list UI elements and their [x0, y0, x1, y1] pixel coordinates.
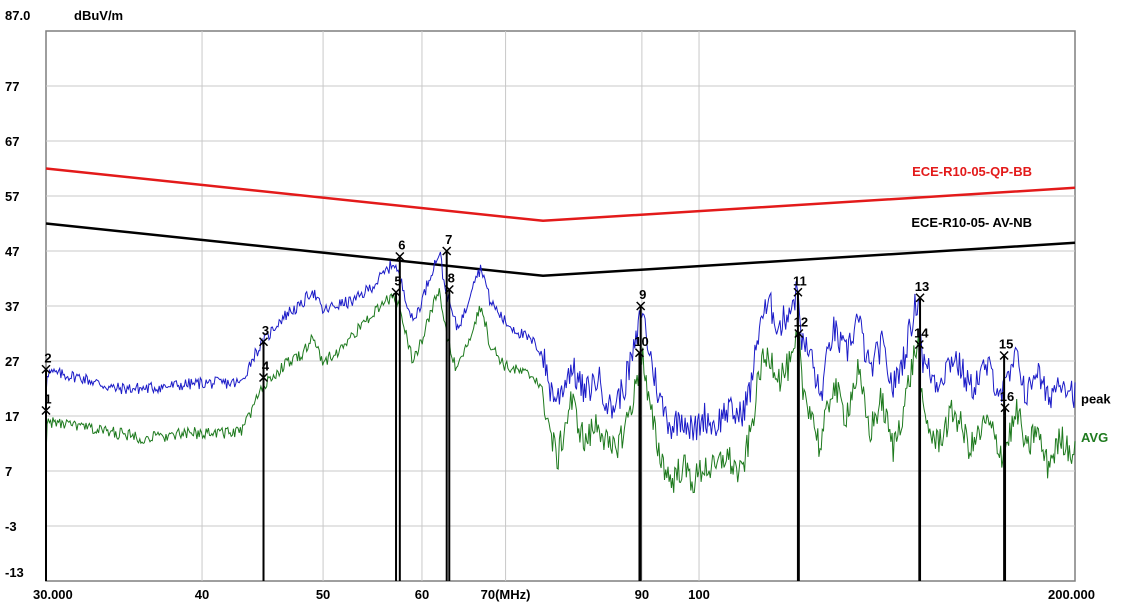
limit-line [45, 167, 1076, 223]
limit-line [45, 222, 1076, 278]
y-top-label: 87.0 [5, 8, 30, 23]
marker-x [915, 293, 925, 303]
y-tick-label: 77 [5, 79, 19, 94]
marker-label: 6 [398, 238, 405, 253]
y-axis-unit: dBuV/m [74, 8, 123, 23]
marker-x [41, 364, 51, 374]
marker-label: 9 [639, 287, 646, 302]
x-tick-label: 40 [195, 587, 209, 602]
marker-label: 7 [445, 232, 452, 247]
marker-x [794, 328, 804, 339]
marker-label: 2 [44, 350, 51, 365]
x-tick-label: 50 [316, 587, 330, 602]
y-tick-label: 47 [5, 244, 19, 259]
marker-label: 16 [1000, 389, 1014, 404]
y-tick-label: 27 [5, 354, 19, 369]
marker-label: 14 [914, 326, 929, 341]
marker-x [793, 287, 803, 297]
marker-label: 5 [394, 273, 401, 288]
marker-x [999, 350, 1009, 361]
limit-label: ECE-R10-05- AV-NB [911, 215, 1032, 230]
y-tick-label: 17 [5, 409, 19, 424]
marker-x [914, 339, 924, 350]
marker-x [634, 348, 645, 358]
marker-label: 15 [999, 337, 1013, 352]
marker-x [395, 251, 405, 262]
limit-label: ECE-R10-05-QP-BB [912, 164, 1032, 179]
marker-label: 3 [262, 323, 269, 338]
marker-label: 4 [262, 359, 270, 374]
y-tick-label: 67 [5, 134, 19, 149]
y-tick-label: 37 [5, 299, 19, 314]
marker-label: 11 [793, 273, 807, 288]
x-tick-label: 90 [635, 587, 649, 602]
x-tick-label: 200.000 [1048, 587, 1095, 602]
measurement-traces: peak AVG [45, 251, 1111, 494]
marker-x [1000, 403, 1010, 413]
trace-label: AVG [1081, 430, 1108, 445]
marker-x [636, 301, 646, 311]
y-tick-label: -13 [5, 565, 24, 580]
marker-label: 1 [44, 392, 51, 407]
x-tick-label: 100 [688, 587, 710, 602]
trace-avg [45, 288, 1076, 494]
limit-lines: ECE-R10-05-QP-BB ECE-R10-05- AV-NB [45, 164, 1076, 278]
x-tick-label: 30.000 [33, 587, 73, 602]
y-tick-label: -3 [5, 519, 17, 534]
marker-x [391, 287, 401, 297]
trace-peak [45, 251, 1076, 441]
trace-label: peak [1081, 392, 1111, 407]
grid [46, 31, 1075, 581]
marker-x [442, 246, 452, 256]
marker-label: 10 [634, 334, 648, 349]
marker-x [258, 372, 269, 383]
marker-label: 12 [794, 315, 808, 330]
marker-x [258, 337, 269, 347]
x-tick-label: 70(MHz) [481, 587, 531, 602]
y-tick-label: 7 [5, 464, 12, 479]
marker-label: 13 [915, 279, 929, 294]
marker-x [444, 284, 454, 295]
x-tick-label: 60 [415, 587, 429, 602]
marker-label: 8 [448, 271, 455, 286]
y-tick-label: 57 [5, 189, 19, 204]
